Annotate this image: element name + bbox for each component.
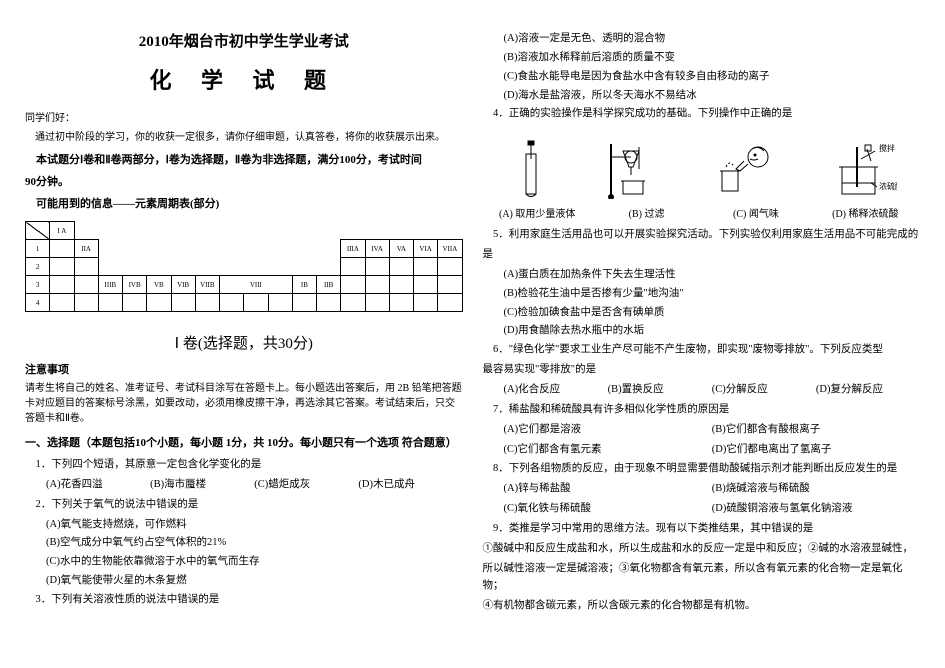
q9-line3: ④有机物都含碳元素，所以含碳元素的化合物都是有机物。 <box>483 597 921 615</box>
right-column: (A)溶液一定是无色、透明的混合物 (B)溶液加水稀释前后溶质的质量不变 (C)… <box>483 30 921 653</box>
section-1-title: Ⅰ 卷(选择题，共30分) <box>25 332 463 353</box>
note-text: 请考生将自己的姓名、准考证号、考试科目涂写在答题卡上。每小题选出答案后，用 2B… <box>25 381 463 426</box>
q6-options: (A)化合反应 (B)置换反应 (C)分解反应 (D)复分解反应 <box>483 381 921 399</box>
q3-opt-d: (D)海水是盐溶液，所以冬天海水不易结冰 <box>483 87 921 105</box>
smell-gas-icon <box>710 139 780 199</box>
q8-options-2: (C)氧化铁与稀硫酸 (D)硫酸铜溶液与氢氧化钠溶液 <box>483 500 921 518</box>
q4-diagrams: 搅拌 浓硫酸 <box>483 131 921 201</box>
q8-opt-b: (B)烧碱溶液与稀硫酸 <box>712 480 920 498</box>
q9-line2: 所以碱性溶液一定是碱溶液；③氧化物都含有氧元素，所以含有氧元素的化合物一定是氧化… <box>483 560 921 596</box>
main-title: 2010年烟台市初中学生学业考试 <box>25 30 463 51</box>
greeting: 同学们好： <box>25 109 463 124</box>
dilute-acid-icon: 搅拌 浓硫酸 <box>827 139 897 199</box>
q8-opt-a: (A)锌与稀盐酸 <box>504 480 712 498</box>
q4-labels: (A) 取用少量液体 (B) 过滤 (C) 闻气味 (D) 稀释浓硫酸 <box>483 205 921 220</box>
q4-label-b: (B) 过滤 <box>592 205 701 220</box>
diagram-c <box>710 139 780 201</box>
q4-stem: 4．正确的实验操作是科学探究成功的基础。下列操作中正确的是 <box>483 105 921 123</box>
periodic-table: I A 1IIA IIIAIVAVAVIAVIIA 2 3 IIIBIVBVBV… <box>25 221 463 312</box>
q5-opt-a: (A)蛋白质在加热条件下失去生理活性 <box>483 266 921 284</box>
q7-stem: 7．稀盐酸和稀硫酸具有许多相似化学性质的原因是 <box>483 401 921 419</box>
q8-options-1: (A)锌与稀盐酸 (B)烧碱溶液与稀硫酸 <box>483 480 921 498</box>
periodic-heading: 可能用到的信息——元素周期表(部分) <box>25 195 463 211</box>
q3-stem: 3．下列有关溶液性质的说法中错误的是 <box>25 591 463 609</box>
q7-opt-c: (C)它们都含有氢元素 <box>504 441 712 459</box>
q1-opt-a: (A)花香四溢 <box>46 476 150 494</box>
q9-stem: 9．类推是学习中常用的思维方法。现有以下类推结果，其中错误的是 <box>483 520 921 538</box>
note-heading: 注意事项 <box>25 361 463 377</box>
label-acid: 浓硫酸 <box>879 181 897 191</box>
q7-opt-d: (D)它们都电离出了氢离子 <box>712 441 920 459</box>
q1-opt-b: (B)海市蜃楼 <box>150 476 254 494</box>
filter-icon <box>603 139 663 199</box>
q6-opt-a: (A)化合反应 <box>504 381 608 399</box>
dropper-tube-icon <box>506 139 556 199</box>
q1-opt-c: (C)蜡炬成灰 <box>254 476 358 494</box>
q7-opt-a: (A)它们都是溶液 <box>504 421 712 439</box>
q5-opt-c: (C)检验加碘食盐中是否含有碘单质 <box>483 304 921 322</box>
q5-opt-d: (D)用食醋除去热水瓶中的水垢 <box>483 322 921 340</box>
q6-stem2: 最容易实现"零排放"的是 <box>483 361 921 379</box>
q5-stem: 5．利用家庭生活用品也可以开展实验探究活动。下列实验仅利用家庭生活用品不可能完成… <box>483 226 921 244</box>
q2-opt-c: (C)水中的生物能依靠微溶于水中的氧气而生存 <box>25 553 463 571</box>
q2-opt-b: (B)空气成分中氧气约占空气体积的21% <box>25 534 463 552</box>
q6-stem: 6．"绿色化学"要求工业生产尽可能不产生废物，即实现"废物零排放"。下列反应类型 <box>483 341 921 359</box>
q7-options-1: (A)它们都是溶液 (B)它们都含有酸根离子 <box>483 421 921 439</box>
question-group-heading: 一、选择题（本题包括10个小题，每小题 1分，共 10分。每小题只有一个选项 符… <box>25 434 463 450</box>
exam-structure-1: 本试题分Ⅰ卷和Ⅱ卷两部分，Ⅰ卷为选择题，Ⅱ卷为非选择题，满分100分，考试时间 <box>25 151 463 167</box>
q2-opt-a: (A)氧气能支持燃烧，可作燃料 <box>25 516 463 534</box>
q8-stem: 8．下列各组物质的反应，由于现象不明显需要借助酸碱指示剂才能判断出反应发生的是 <box>483 460 921 478</box>
diagram-b <box>603 139 663 201</box>
exam-structure-2: 90分钟。 <box>25 173 463 189</box>
diagram-d: 搅拌 浓硫酸 <box>827 139 897 201</box>
intro-text: 通过初中阶段的学习，你的收获一定很多，请你仔细审题，认真答卷，将你的收获展示出来… <box>25 128 463 143</box>
q1-opt-d: (D)木已成舟 <box>358 476 462 494</box>
q5-stem2: 是 <box>483 246 921 264</box>
q7-options-2: (C)它们都含有氢元素 (D)它们都电离出了氢离子 <box>483 441 921 459</box>
q8-opt-d: (D)硫酸铜溶液与氢氧化钠溶液 <box>712 500 920 518</box>
q8-opt-c: (C)氧化铁与稀硫酸 <box>504 500 712 518</box>
q6-opt-d: (D)复分解反应 <box>816 381 920 399</box>
q7-opt-b: (B)它们都含有酸根离子 <box>712 421 920 439</box>
q3-opt-c: (C)食盐水能导电是因为食盐水中含有较多自由移动的离子 <box>483 68 921 86</box>
q1-options: (A)花香四溢 (B)海市蜃楼 (C)蜡炬成灰 (D)木已成舟 <box>25 476 463 494</box>
left-column: 2010年烟台市初中学生学业考试 化 学 试 题 同学们好： 通过初中阶段的学习… <box>25 30 463 653</box>
q2-stem: 2．下列关于氧气的说法中错误的是 <box>25 496 463 514</box>
q3-opt-a: (A)溶液一定是无色、透明的混合物 <box>483 30 921 48</box>
diagram-a <box>506 139 556 201</box>
q9-line1: ①酸碱中和反应生成盐和水，所以生成盐和水的反应一定是中和反应；②碱的水溶液显碱性… <box>483 540 921 558</box>
q5-opt-b: (B)检验花生油中是否掺有少量"地沟油" <box>483 285 921 303</box>
q6-opt-c: (C)分解反应 <box>712 381 816 399</box>
q6-opt-b: (B)置换反应 <box>608 381 712 399</box>
q4-label-c: (C) 闻气味 <box>701 205 810 220</box>
q2-opt-d: (D)氧气能使带火星的木条复燃 <box>25 572 463 590</box>
q4-label-a: (A) 取用少量液体 <box>483 205 592 220</box>
q1-stem: 1．下列四个短语，其原意一定包含化学变化的是 <box>25 456 463 474</box>
label-stir: 搅拌 <box>879 143 895 153</box>
sub-title: 化 学 试 题 <box>25 63 463 95</box>
q4-label-d: (D) 稀释浓硫酸 <box>811 205 920 220</box>
q3-opt-b: (B)溶液加水稀释前后溶质的质量不变 <box>483 49 921 67</box>
